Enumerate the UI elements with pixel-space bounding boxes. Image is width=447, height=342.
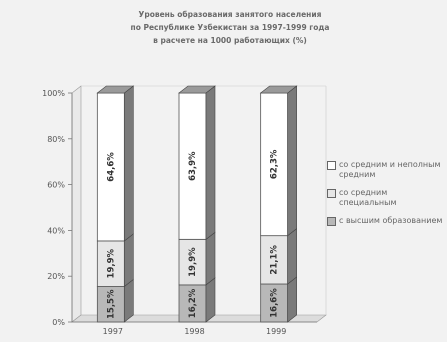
bar-side-face	[124, 233, 134, 288]
legend-label-secondary: со средним и неполным средним	[339, 160, 441, 179]
bar-side-face	[124, 278, 134, 323]
legend: со средним и неполным средним со средним…	[327, 160, 445, 234]
legend-swatch-higher	[327, 217, 336, 226]
title-line-2: по Республике Узбекистан за 1997-1999 го…	[130, 23, 330, 32]
bar-segment	[260, 92, 289, 237]
x-tick-label: 1999	[266, 327, 286, 336]
title-line-3: в расчете на 1000 работающих (%)	[153, 36, 307, 45]
bar-segment	[260, 283, 289, 323]
bar-side-face	[287, 228, 297, 285]
bar-side-face	[287, 85, 297, 237]
bar-value-label: 19,9%	[106, 248, 116, 278]
bar-segment	[178, 92, 207, 240]
bar-value-label: 16,2%	[188, 288, 198, 318]
legend-swatch-secondary	[327, 161, 336, 170]
title-line-1: Уровень образования занятого населения	[138, 10, 322, 19]
y-tick-label: 100%	[42, 89, 65, 98]
bar-value-label: 63,9%	[188, 151, 198, 181]
legend-item-higher: с высшим образованием	[327, 216, 445, 226]
chart-title: Уровень образования занятого населения п…	[60, 8, 400, 47]
bar-side-face	[287, 276, 297, 323]
legend-label-vocational: со средним специальным	[339, 188, 397, 207]
x-tick-label: 1998	[184, 327, 204, 336]
legend-swatch-vocational	[327, 189, 336, 198]
bar-top-face	[178, 85, 216, 94]
bar-top-face	[259, 85, 298, 94]
y-tick-label: 20%	[47, 272, 65, 281]
bar-value-label: 21,1%	[270, 245, 280, 275]
bar-value-label: 19,9%	[188, 247, 198, 277]
bar-value-label: 62,3%	[270, 149, 280, 179]
x-tick-label: 1997	[103, 327, 123, 336]
legend-label-higher: с высшим образованием	[339, 216, 443, 225]
bar-side-face	[124, 85, 134, 242]
bar-segment	[178, 238, 207, 286]
bar-top-face	[96, 85, 135, 94]
bar-side-face	[205, 277, 216, 323]
y-tick-label: 40%	[47, 226, 65, 235]
y-tick-label: 60%	[47, 181, 65, 190]
plot-side-wall	[71, 85, 82, 323]
y-tick-label: 80%	[47, 135, 65, 144]
bar-value-label: 15,5%	[106, 289, 116, 319]
y-tick-label: 0%	[52, 318, 65, 327]
legend-item-vocational: со средним специальным	[327, 188, 445, 208]
bar-value-label: 64,6%	[106, 152, 116, 182]
bar-side-face	[205, 231, 216, 286]
legend-item-secondary: со средним и неполным средним	[327, 160, 445, 180]
bar-segment	[96, 240, 125, 287]
bar-value-label: 16,6%	[270, 288, 280, 318]
bar-side-face	[205, 85, 216, 240]
